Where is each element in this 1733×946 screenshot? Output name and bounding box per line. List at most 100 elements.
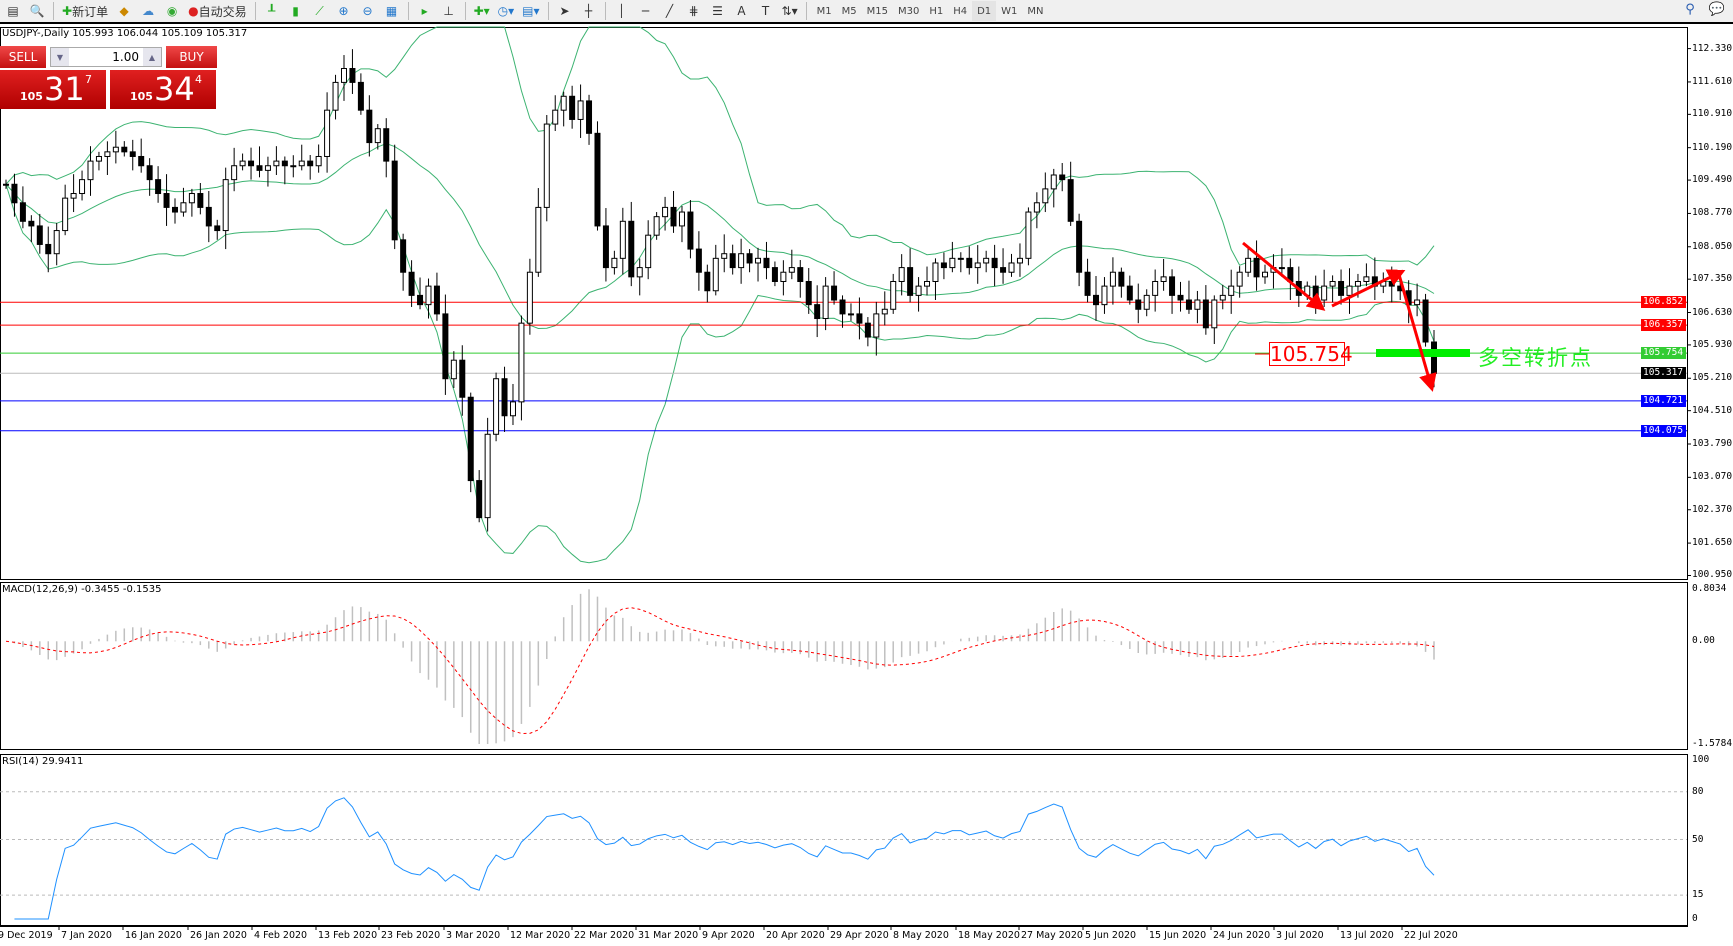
price-label-annotation[interactable]: 105.754 [1269, 342, 1353, 366]
new-order-button[interactable]: ✚ 新订单 [59, 1, 111, 21]
candle-body [1363, 276, 1370, 282]
timeframe-m15[interactable]: M15 [866, 5, 888, 17]
horizontal-line-icon[interactable]: ─ [641, 4, 650, 18]
candle-body [1160, 276, 1167, 282]
arrows-icon[interactable]: ⇅▾ [781, 4, 798, 18]
candle-body [712, 257, 719, 292]
candle-body [493, 378, 500, 435]
sell-price-button[interactable]: 105 31 7 [0, 70, 106, 109]
rsi-tick-label: 15 [1692, 889, 1704, 901]
vertical-line-icon[interactable]: │ [617, 4, 626, 18]
chat-icon[interactable]: 💬 [1708, 2, 1725, 17]
candle-body [746, 253, 753, 264]
sell-button[interactable]: SELL [0, 46, 46, 68]
candle-body [248, 160, 255, 167]
candle-body [19, 202, 26, 222]
auto-trading-button[interactable]: ● 自动交易 [185, 1, 250, 21]
toolbar-right: ⚲ 💬 [1685, 2, 1725, 17]
candle-body [180, 202, 187, 213]
candle-body [526, 271, 533, 324]
auto-scroll-icon[interactable]: ▸ [421, 4, 428, 18]
candle-body [847, 313, 854, 316]
search-icon[interactable]: ⚲ [1685, 2, 1695, 17]
candle-body [298, 160, 305, 167]
candle-body [1143, 294, 1150, 310]
candle-body [788, 267, 795, 273]
time-label: 22 Mar 2020 [574, 930, 635, 941]
decrease-icon[interactable]: ▼ [51, 48, 69, 66]
candle-body [611, 257, 618, 269]
time-label: 24 Jun 2020 [1213, 930, 1271, 941]
indicators-icon[interactable]: ✚▾ [473, 4, 490, 18]
buy-button[interactable]: BUY [166, 46, 217, 68]
candle-body [357, 81, 364, 111]
chart-canvas[interactable] [0, 26, 1733, 946]
candle-body [307, 160, 314, 167]
line-chart-icon[interactable]: ⟋ [315, 3, 324, 18]
candlestick-icon[interactable]: ▮ [292, 4, 299, 18]
candle-body [814, 304, 821, 320]
fibonacci-icon[interactable]: ☰ [712, 4, 723, 18]
buy-price-button[interactable]: 105 34 4 [110, 70, 216, 109]
candle-body [138, 155, 145, 167]
time-label: 26 Jan 2020 [190, 930, 247, 941]
zoom-out-icon[interactable]: ⊖ [362, 4, 373, 18]
time-label: 12 Mar 2020 [510, 930, 571, 941]
candle-body [636, 267, 643, 278]
new-chart-icon[interactable]: ▤ [7, 4, 19, 18]
timeframe-h4[interactable]: H4 [953, 5, 968, 17]
increase-icon[interactable]: ▲ [143, 48, 161, 66]
macd-signal-line [5, 607, 1435, 734]
timeframe-w1[interactable]: W1 [1001, 5, 1018, 17]
text-label-icon[interactable]: T [761, 4, 770, 18]
timeframe-d1[interactable]: D1 [972, 1, 997, 21]
trend-arrow [1242, 241, 1326, 311]
periods-icon[interactable]: ◷▾ [497, 4, 515, 18]
candle-body [1329, 280, 1336, 287]
signals-icon[interactable]: ◉ [166, 4, 178, 18]
price-tick-label: 105.210 [1692, 372, 1733, 384]
chart-shift-icon[interactable]: ⊥ [443, 4, 454, 18]
candle-body [653, 216, 660, 236]
timeframe-m1[interactable]: M1 [816, 5, 832, 17]
zoom-in-icon[interactable]: ⊕ [338, 4, 349, 18]
price-level-tag: 105.317 [1641, 367, 1686, 380]
cursor-icon[interactable]: ➤ [559, 4, 570, 18]
text-icon[interactable]: A [737, 4, 746, 18]
candle-body [1346, 285, 1353, 296]
crosshair-icon[interactable]: ┼ [584, 4, 593, 18]
candle-body [831, 285, 838, 301]
navigator-icon[interactable]: ☁ [142, 4, 155, 18]
timeframe-mn[interactable]: MN [1027, 5, 1044, 17]
candle-body [1016, 257, 1023, 264]
timeframe-m30[interactable]: M30 [897, 5, 920, 17]
trendline-icon[interactable]: ╱ [665, 4, 674, 18]
candle-body [509, 401, 516, 417]
macd-label: MACD(12,26,9) -0.3455 -0.1535 [2, 584, 162, 595]
candle-body [197, 193, 204, 208]
pivot-text-annotation[interactable]: 多空转折点 [1478, 346, 1593, 370]
lot-input[interactable]: 1.00 [112, 50, 139, 64]
rsi-label: RSI(14) 29.9411 [2, 756, 84, 767]
bollinger-lower-band [5, 184, 1435, 564]
candle-body [974, 262, 981, 269]
bar-chart-icon[interactable]: ┸ [267, 4, 276, 18]
price-tick-label: 102.370 [1692, 503, 1733, 515]
lot-size-stepper[interactable]: ▼ 1.00 ▲ [50, 47, 162, 67]
candle-body [459, 359, 466, 398]
candle-body [256, 165, 263, 171]
fibonacci-icon[interactable]: ⋕ [688, 4, 699, 18]
candle-body [400, 239, 407, 273]
profiles-icon[interactable]: 🔍 [29, 4, 45, 18]
price-level-tag: 104.075 [1641, 424, 1686, 437]
rsi-tick-label: 100 [1692, 754, 1710, 765]
candle-body [1033, 202, 1040, 213]
timeframe-h1[interactable]: H1 [929, 5, 944, 17]
candle-body [552, 109, 559, 125]
timeframe-m5[interactable]: M5 [841, 5, 857, 17]
candle-body [163, 193, 170, 208]
tile-windows-icon[interactable]: ▦ [385, 4, 398, 18]
candle-body [53, 230, 60, 255]
templates-icon[interactable]: ▤▾ [522, 4, 540, 18]
metaeditor-icon[interactable]: ◆ [119, 4, 129, 18]
